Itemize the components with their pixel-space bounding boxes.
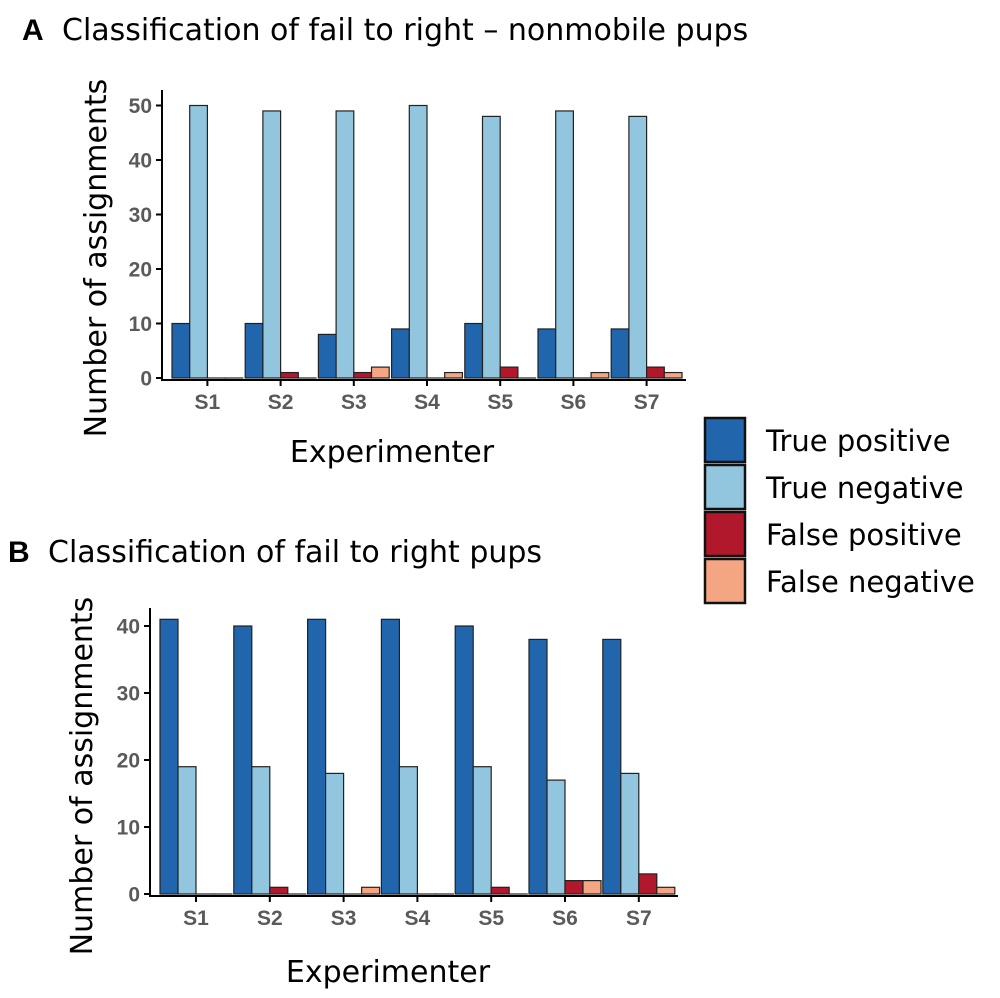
panel-b-x-tick-label-s7: S7	[626, 907, 652, 930]
panel-a-bar-false-positive-s7	[645, 366, 665, 379]
panel-a-bar-true-positive-s7	[610, 328, 630, 379]
panel-b-plot-area: 0 10 20 30 40 S1 S2 S3 S4 S5 S6 S7	[117, 608, 678, 930]
panel-a-bar-true-positive-s6	[537, 328, 557, 379]
panel-b-x-tick-label-s3: S3	[331, 907, 357, 930]
panel-b-bar-true-negative-s5	[472, 766, 492, 895]
panel-b-bar-true-positive-s5	[454, 625, 474, 895]
panel-b-bar-true-negative-s6	[546, 779, 566, 895]
panel-a-x-tick-label-s7: S7	[634, 391, 660, 414]
panel-a-y-axis-title: Number of assignments	[79, 79, 114, 438]
panel-a-bar-true-negative-s3	[335, 110, 355, 379]
panel-b-bar-false-negative-s7	[656, 886, 676, 895]
panel-b-bar-true-positive-s1	[159, 618, 179, 895]
legend-item-true-positive: True positive	[703, 416, 951, 464]
panel-b-bar-true-positive-s6	[528, 638, 548, 895]
panel-a-bar-true-negative-s5	[481, 115, 501, 379]
panel-a-y-tick-label: 40	[129, 150, 152, 173]
panel-a-x-tick-label-s3: S3	[341, 391, 367, 414]
panel-b-title: Classification of fail to right pups	[48, 535, 542, 570]
panel-b-x-axis-title: Experimenter	[286, 955, 491, 990]
panel-b-bar-false-negative-s6	[582, 879, 602, 895]
panel-a: A Classification of fail to right – nonm…	[22, 13, 748, 470]
panel-b-letter: B	[8, 536, 30, 569]
panel-a-bar-false-positive-s3	[353, 371, 373, 379]
legend-swatch-true-negative	[703, 463, 747, 511]
panel-a-x-tick-label-s1: S1	[195, 391, 221, 414]
panel-b-bar-false-negative-s3	[361, 886, 381, 895]
panel-a-bar-true-positive-s1	[171, 322, 191, 379]
panel-a-letter: A	[22, 14, 44, 47]
legend-label-false-positive: False positive	[766, 518, 962, 552]
panel-a-y-tick-label: 20	[129, 259, 152, 282]
panel-a-y-tick-label: 30	[129, 204, 152, 227]
panel-b-bar-true-negative-s1	[177, 766, 197, 895]
panel-b-x-tick-label-s4: S4	[405, 907, 431, 930]
panel-b-bar-false-positive-s6	[564, 879, 584, 895]
panel-a-bar-true-positive-s3	[317, 333, 337, 379]
panel-a-bar-false-negative-s4	[444, 371, 464, 379]
panel-b-y-tick-label: 0	[128, 884, 140, 907]
panel-b-y-tick-label: 20	[117, 750, 140, 773]
panel-a-title: Classification of fail to right – nonmob…	[62, 13, 748, 48]
panel-a-bar-true-negative-s1	[189, 104, 208, 379]
panel-a-x-tick-label-s6: S6	[561, 391, 587, 414]
panel-b-bar-true-positive-s2	[233, 625, 253, 895]
panel-b-bar-true-positive-s7	[602, 638, 622, 895]
panel-a-bar-true-negative-s4	[408, 104, 428, 379]
legend-label-true-positive: True positive	[765, 424, 951, 458]
panel-a-bar-true-negative-s7	[628, 115, 648, 379]
panel-b-x-tick-label-s2: S2	[257, 907, 283, 930]
legend-swatch-false-negative	[703, 557, 747, 605]
panel-a-plot-area: 0 10 20 30 40 50 S1 S2 S3 S4 S5 S6 S7	[129, 90, 686, 414]
panel-a-y-tick-label: 50	[129, 95, 152, 118]
legend-item-false-negative: False negative	[703, 557, 975, 605]
panel-b-y-tick-label: 10	[117, 817, 140, 840]
legend-swatch-true-positive	[703, 416, 747, 464]
panel-a-x-tick-label-s5: S5	[487, 391, 513, 414]
panel-b-bar-true-negative-s3	[325, 772, 345, 895]
panel-a-bar-false-positive-s5	[499, 366, 519, 379]
panel-a-bar-false-negative-s7	[663, 371, 683, 379]
panel-b-x-tick-label-s6: S6	[552, 907, 578, 930]
panel-b-x-tick-label-s5: S5	[478, 907, 504, 930]
legend: True positive True negative False positi…	[703, 416, 975, 605]
panel-a-bar-true-negative-s6	[555, 110, 575, 379]
panel-a-bar-true-positive-s2	[244, 322, 264, 379]
panel-a-bar-false-negative-s6	[590, 371, 610, 379]
panel-a-bar-false-positive-s2	[280, 371, 299, 379]
panel-b-y-tick-label: 30	[117, 683, 140, 706]
panel-b-bar-true-positive-s3	[307, 618, 327, 895]
panel-a-y-tick-label: 0	[140, 368, 152, 391]
panel-b-bar-false-positive-s7	[638, 873, 658, 895]
panel-a-bar-false-negative-s3	[370, 366, 390, 379]
legend-swatch-false-positive	[703, 510, 747, 558]
panel-b-bar-true-negative-s7	[620, 772, 640, 895]
panel-b-bar-false-positive-s5	[490, 886, 510, 895]
legend-label-false-negative: False negative	[766, 565, 975, 599]
panel-b-y-tick-label: 40	[117, 616, 140, 639]
panel-a-x-axis-title: Experimenter	[290, 435, 495, 470]
panel-a-x-tick-label-s2: S2	[268, 391, 294, 414]
panel-a-bar-true-positive-s4	[391, 328, 410, 379]
panel-b-bar-false-positive-s2	[269, 886, 289, 895]
panel-b-bar-true-negative-s4	[398, 766, 418, 895]
legend-label-true-negative: True negative	[765, 471, 964, 505]
panel-a-x-tick-label-s4: S4	[414, 391, 440, 414]
panel-a-y-tick-label: 10	[129, 313, 152, 336]
panel-a-bar-true-positive-s5	[464, 322, 484, 379]
panel-b-bar-true-positive-s4	[380, 618, 400, 895]
panel-b-y-axis-title: Number of assignments	[65, 597, 100, 956]
panel-b-bar-true-negative-s2	[251, 766, 271, 895]
panel-b-x-tick-label-s1: S1	[183, 907, 209, 930]
legend-item-false-positive: False positive	[703, 510, 962, 558]
panel-a-bar-true-negative-s2	[262, 110, 282, 379]
panel-b: B Classification of fail to right pups N…	[8, 535, 678, 990]
legend-item-true-negative: True negative	[703, 463, 964, 511]
